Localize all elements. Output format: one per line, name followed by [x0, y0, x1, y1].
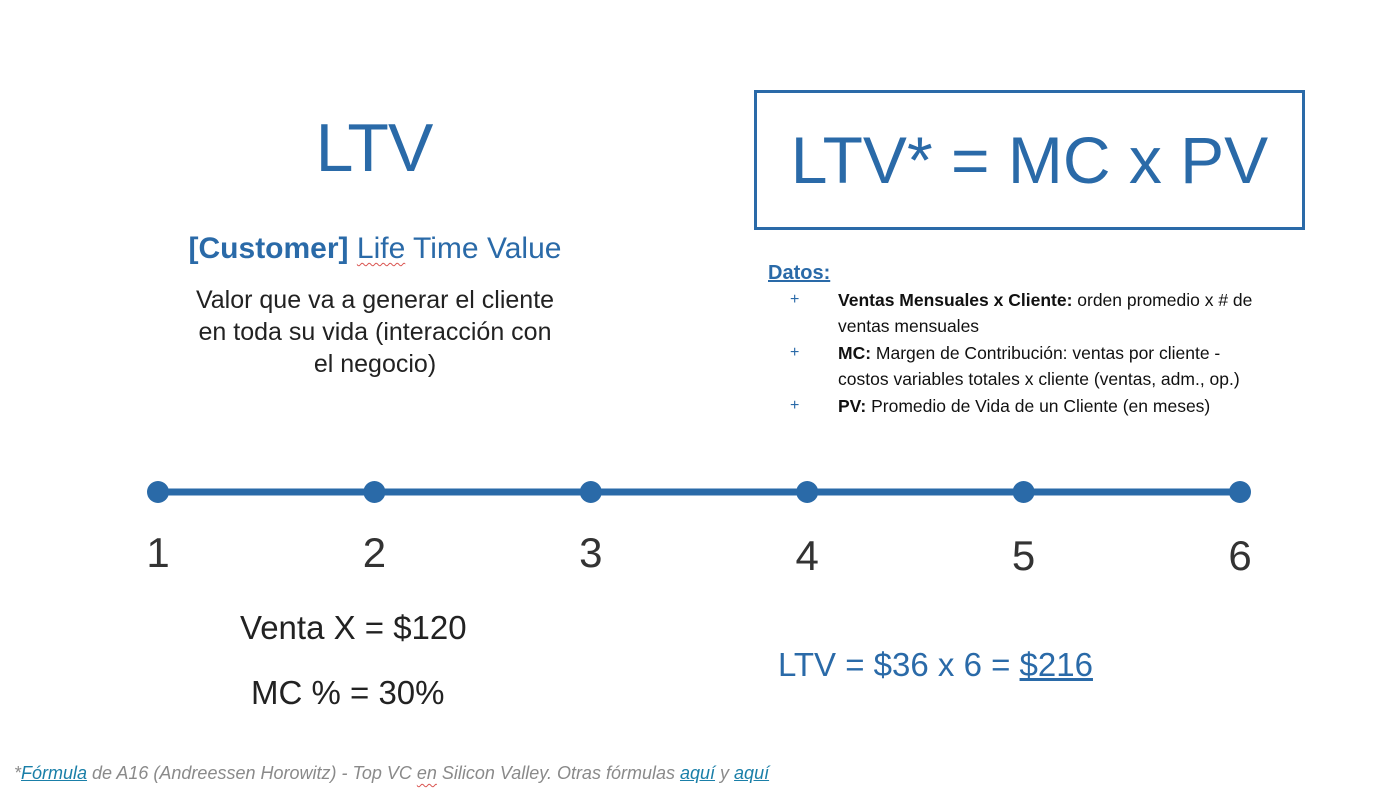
datos-item: + MC: Margen de Contribución: ventas por… [790, 340, 1310, 392]
timeline-dot [1229, 481, 1251, 503]
footnote-text: Silicon Valley. Otras fórmulas [436, 763, 680, 783]
footnote-y: y [715, 763, 735, 783]
datos-item: + PV: Promedio de Vida de un Cliente (en… [790, 393, 1310, 419]
footnote-en: en [416, 763, 437, 783]
datos-list: + Ventas Mensuales x Cliente: orden prom… [790, 287, 1310, 420]
datos-term: Ventas Mensuales x Cliente: [838, 290, 1073, 310]
timeline [147, 481, 1251, 503]
plus-icon: + [790, 291, 800, 308]
subtitle-customer: [Customer] [188, 232, 349, 265]
timeline-label: 3 [579, 529, 603, 576]
ltv-title: LTV [315, 110, 434, 186]
timeline-dot [1012, 481, 1035, 503]
formula-text: LTV* = MC x PV [790, 123, 1269, 197]
footnote-star: * [14, 763, 22, 783]
datos-desc: Margen de Contribución: ventas por clien… [871, 343, 1221, 363]
definition-line: en toda su vida (interacción con [198, 318, 552, 346]
datos-item-text: PV: Promedio de Vida de un Cliente (en m… [838, 393, 1210, 419]
ltv-result-expression: LTV = $36 x 6 = [778, 646, 1020, 683]
datos-item-text: MC: Margen de Contribución: ventas por c… [838, 340, 1240, 392]
datos-item: + Ventas Mensuales x Cliente: orden prom… [790, 287, 1310, 339]
footnote: *Fórmula de A16 (Andreessen Horowitz) - … [14, 761, 769, 785]
timeline-dot [147, 481, 169, 503]
ltv-definition: Valor que va a generar el cliente en tod… [160, 284, 590, 380]
datos-desc: ventas mensuales [838, 316, 980, 336]
plus-icon: + [790, 397, 800, 414]
plus-icon: + [790, 344, 800, 361]
datos-term: MC: [838, 343, 872, 363]
ltv-result-total: $216 [1019, 646, 1093, 683]
datos-desc: orden promedio x # de [1072, 290, 1253, 310]
formula-link[interactable]: Fórmula [21, 763, 88, 783]
subtitle-life: Life [356, 232, 406, 265]
timeline-label: 5 [1011, 532, 1036, 579]
venta-calc: Venta X = $120 [240, 609, 467, 646]
definition-line: el negocio) [313, 350, 437, 378]
timeline-label: 1 [146, 529, 170, 576]
timeline-dots [147, 481, 1251, 503]
mc-calc: MC % = 30% [251, 674, 445, 711]
aqui-link-1[interactable]: aquí [679, 763, 716, 783]
datos-desc: costos variables totales x cliente (vent… [838, 369, 1240, 389]
timeline-dot [579, 481, 602, 503]
timeline-label: 6 [1228, 532, 1252, 579]
datos-item-text: Ventas Mensuales x Cliente: orden promed… [838, 287, 1252, 339]
datos-title: Datos: [768, 262, 831, 284]
timeline-dot [363, 481, 386, 503]
datos-term: PV: [838, 396, 867, 416]
subtitle-time-value: Time Value [405, 232, 562, 265]
timeline-dot [796, 481, 819, 503]
ltv-result: LTV = $36 x 6 = $216 [778, 645, 1093, 685]
timeline-label: 4 [795, 532, 819, 579]
definition-line: Valor que va a generar el cliente [195, 286, 555, 314]
timeline-label: 2 [362, 529, 387, 576]
footnote-text: de A16 (Andreessen Horowitz) - Top VC [87, 763, 417, 783]
ltv-subtitle: [Customer] Life Time Value [150, 229, 600, 269]
datos-desc: Promedio de Vida de un Cliente (en meses… [866, 396, 1211, 416]
aqui-link-2[interactable]: aquí [734, 763, 770, 783]
formula-box: LTV* = MC x PV [754, 90, 1305, 230]
